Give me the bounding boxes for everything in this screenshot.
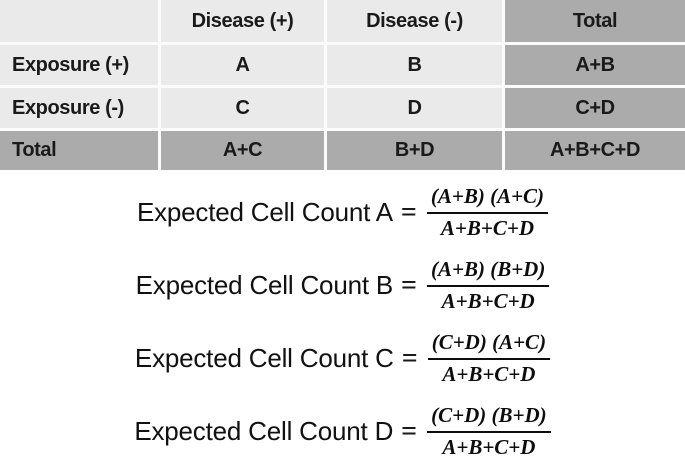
formula-label: Expected Cell Count D: [134, 416, 394, 446]
header-disease-positive: Disease (+): [161, 0, 324, 42]
fraction-numerator: (A+B) (B+D): [427, 258, 550, 287]
equals-sign: =: [401, 342, 418, 374]
fraction-numerator: (C+D) (A+C): [427, 331, 551, 360]
formula-expected-a: Expected Cell Count A = (A+B) (A+C) A+B+…: [0, 176, 685, 249]
header-total: Total: [505, 0, 685, 42]
cell-c: C: [161, 88, 324, 128]
equals-sign: =: [401, 415, 418, 447]
expected-count-formulas: Expected Cell Count A = (A+B) (A+C) A+B+…: [0, 170, 685, 458]
table-corner-cell: [0, 0, 158, 42]
rowhead-exposure-positive: Exposure (+): [0, 45, 158, 85]
fraction: (A+B) (A+C) A+B+C+D: [426, 185, 549, 240]
formula-expected-d: Expected Cell Count D = (C+D) (B+D) A+B+…: [0, 395, 685, 458]
cell-b-plus-d: B+D: [327, 131, 502, 170]
cell-grand-total: A+B+C+D: [505, 131, 685, 170]
fraction: (C+D) (B+D) A+B+C+D: [427, 404, 551, 458]
cell-a-plus-b: A+B: [505, 45, 685, 85]
equals-sign: =: [400, 196, 417, 228]
fraction-denominator: A+B+C+D: [442, 434, 536, 458]
equals-sign: =: [401, 269, 417, 301]
contingency-table: Disease (+) Disease (-) Total Exposure (…: [0, 0, 685, 170]
rowhead-total: Total: [0, 131, 158, 170]
fraction-numerator: (A+B) (A+C): [426, 185, 549, 214]
header-disease-negative: Disease (-): [327, 0, 502, 42]
formula-label: Expected Cell Count A: [136, 197, 393, 227]
fraction: (C+D) (A+C) A+B+C+D: [427, 331, 551, 386]
fraction: (A+B) (B+D) A+B+C+D: [427, 258, 550, 313]
cell-b: B: [327, 45, 502, 85]
cell-c-plus-d: C+D: [505, 88, 685, 128]
cell-d: D: [327, 88, 502, 128]
formula-expected-c: Expected Cell Count C = (C+D) (A+C) A+B+…: [0, 322, 685, 395]
fraction-denominator: A+B+C+D: [442, 361, 536, 386]
fraction-numerator: (C+D) (B+D): [427, 404, 551, 433]
formula-expected-b: Expected Cell Count B = (A+B) (B+D) A+B+…: [0, 249, 685, 322]
cell-a: A: [161, 45, 324, 85]
cell-a-plus-c: A+C: [161, 131, 324, 170]
formula-label: Expected Cell Count C: [134, 343, 394, 373]
fraction-denominator: A+B+C+D: [441, 288, 535, 313]
rowhead-exposure-negative: Exposure (-): [0, 88, 158, 128]
fraction-denominator: A+B+C+D: [440, 215, 534, 240]
formula-label: Expected Cell Count B: [135, 270, 394, 300]
